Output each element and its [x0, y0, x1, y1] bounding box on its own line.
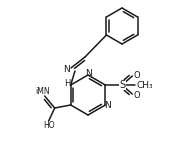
Text: iMN: iMN: [35, 88, 50, 96]
Text: N: N: [86, 69, 92, 77]
Text: O: O: [133, 90, 140, 100]
Text: O: O: [133, 71, 140, 79]
Text: H: H: [64, 79, 71, 89]
Text: N: N: [104, 102, 111, 110]
Text: HO: HO: [43, 122, 54, 130]
Text: CH₃: CH₃: [136, 80, 153, 90]
Text: S: S: [119, 80, 125, 90]
Text: N: N: [63, 66, 69, 74]
